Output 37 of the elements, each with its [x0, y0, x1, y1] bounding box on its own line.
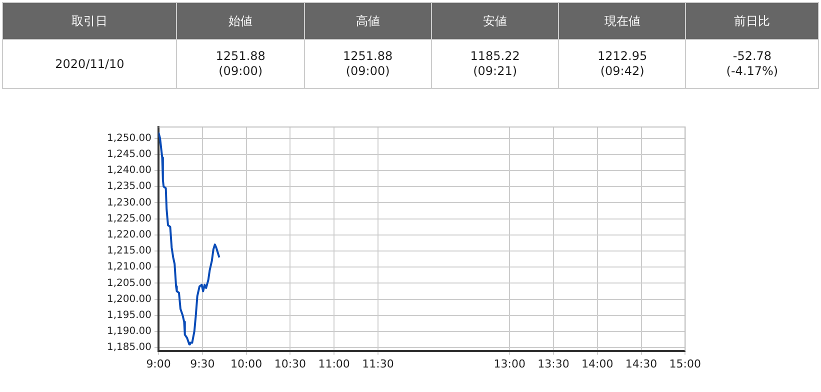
x-tick-label: 11:30 — [362, 357, 394, 370]
x-tick-label: 13:30 — [538, 357, 570, 370]
y-tick-label: 1,250.00 — [107, 132, 152, 144]
y-tick-label: 1,190.00 — [107, 326, 152, 338]
y-tick-label: 1,230.00 — [107, 197, 152, 208]
category-label: 現在値 — [558, 2, 686, 40]
y-tick-label: 1,210.00 — [107, 262, 152, 273]
x-tick-label: 10:00 — [230, 357, 262, 370]
text: 1251.88 (09:00) — [342, 49, 394, 79]
text: 2020/11/10 — [54, 56, 126, 72]
y-tick-label: 1,235.00 — [107, 181, 152, 192]
y-tick-label: 1,220.00 — [107, 229, 152, 240]
x-tick-label: 9:00 — [146, 357, 171, 370]
text: 1251.88 (09:00) — [214, 49, 266, 79]
x-tick-label: 14:00 — [582, 357, 614, 370]
x-tick-label: 11:00 — [318, 357, 350, 370]
x-tick-label: 13:00 — [494, 357, 526, 370]
category-label: 始値 — [176, 2, 304, 40]
category-label: 安値 — [431, 2, 559, 40]
y-tick-label: 1,195.00 — [107, 310, 152, 321]
y-tick-label: 1,185.00 — [107, 342, 152, 354]
y-tick-label: 1,225.00 — [107, 213, 152, 224]
category-label: 取引日 — [2, 2, 177, 40]
category-label: 高値 — [304, 2, 432, 40]
y-tick-label: 1,240.00 — [107, 165, 152, 176]
text: 1212.95 (09:42) — [596, 49, 648, 79]
x-tick-label: 15:00 — [669, 357, 701, 370]
y-tick-label: 1,200.00 — [107, 294, 152, 305]
y-tick-label: 1,205.00 — [107, 278, 152, 289]
x-tick-label: 10:30 — [274, 357, 306, 370]
y-tick-label: 1,245.00 — [107, 148, 152, 160]
category-label: 前日比 — [686, 2, 818, 40]
x-tick-label: 14:30 — [625, 357, 658, 370]
x-tick-label: 9:30 — [190, 357, 215, 370]
text: -52.78 (-4.17%) — [725, 49, 780, 79]
y-tick-label: 1,215.00 — [107, 246, 152, 257]
text: 1185.22 (09:21) — [469, 49, 521, 79]
